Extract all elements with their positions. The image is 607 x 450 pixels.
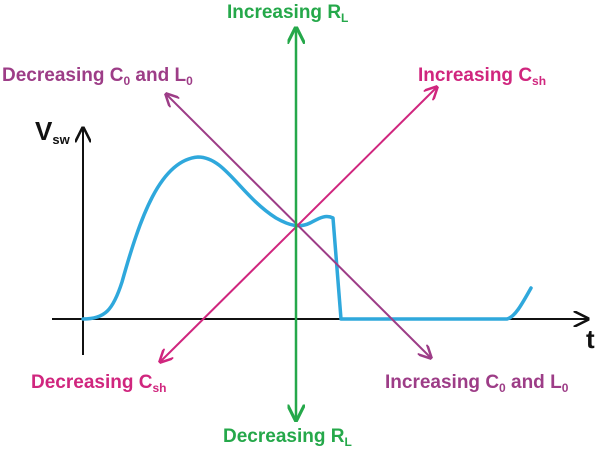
- label-increasing-c0-l0-mid: and L: [505, 372, 562, 393]
- label-decreasing-rl-sub: L: [344, 435, 352, 449]
- label-increasing-csh-main: Increasing C: [418, 65, 533, 86]
- label-increasing-c0-l0-main1: Increasing C: [385, 372, 500, 393]
- label-increasing-c0-l0: Increasing C0 and L0: [385, 373, 568, 394]
- x-axis-label-text: t: [586, 324, 595, 354]
- label-decreasing-c0-l0-sub1: 0: [123, 74, 131, 88]
- label-increasing-rl-main: Increasing R: [227, 2, 342, 23]
- x-axis-label: t: [586, 326, 595, 352]
- label-increasing-rl: Increasing RL: [227, 3, 348, 24]
- label-decreasing-c0-l0-main1: Decreasing C: [2, 65, 124, 86]
- label-decreasing-rl-main: Decreasing R: [223, 426, 345, 447]
- label-decreasing-csh-sub: sh: [152, 381, 167, 395]
- label-decreasing-c0-l0-sub2: 0: [186, 74, 193, 88]
- label-decreasing-c0-l0: Decreasing C0 and L0: [2, 66, 193, 87]
- y-axis-label-sub: sw: [52, 132, 70, 147]
- label-decreasing-csh-main: Decreasing C: [31, 372, 153, 393]
- label-increasing-c0-l0-sub2: 0: [561, 381, 569, 395]
- y-axis-label: Vsw: [35, 118, 70, 146]
- voltage-waveform: [81, 155, 533, 321]
- y-axis-label-main: V: [35, 116, 53, 146]
- label-decreasing-c0-l0-mid: and L: [130, 65, 187, 86]
- label-decreasing-rl: Decreasing RL: [223, 427, 352, 448]
- label-decreasing-csh: Decreasing Csh: [31, 373, 166, 394]
- label-increasing-csh-sub: sh: [532, 74, 547, 88]
- label-increasing-c0-l0-sub1: 0: [499, 381, 506, 395]
- label-increasing-rl-sub: L: [341, 11, 349, 25]
- label-increasing-csh: Increasing Csh: [418, 66, 546, 87]
